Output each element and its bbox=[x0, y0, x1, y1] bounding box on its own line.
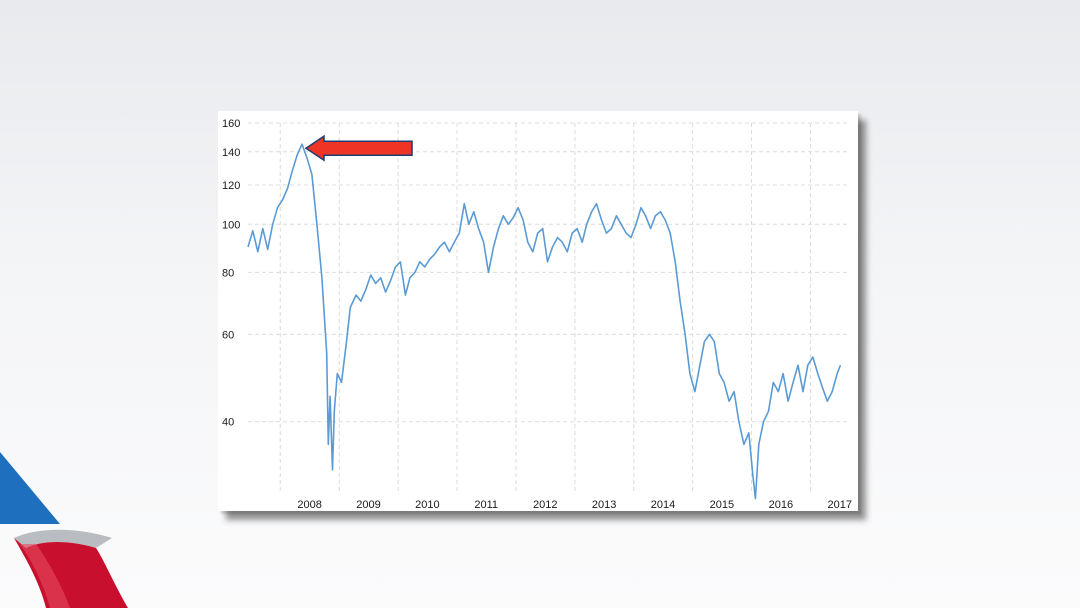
logo-silver-shape bbox=[14, 529, 112, 548]
y-tick-labels: 160 140 120 100 80 60 40 bbox=[222, 118, 240, 429]
y-tick-label: 100 bbox=[222, 219, 240, 231]
chart-card: 160 140 120 100 80 60 40 2008 2009 2010 2011 2012 2… bbox=[218, 111, 858, 511]
red-arrow-left-icon bbox=[304, 134, 413, 162]
y-tick-label: 160 bbox=[222, 118, 240, 130]
x-tick-label: 2015 bbox=[710, 499, 734, 511]
x-tick-label: 2010 bbox=[415, 499, 439, 511]
y-tick-label: 60 bbox=[222, 329, 234, 341]
logo-red-highlight bbox=[20, 544, 70, 608]
y-tick-label: 140 bbox=[222, 147, 240, 159]
x-tick-label: 2008 bbox=[297, 499, 321, 511]
x-tick-label: 2009 bbox=[356, 499, 380, 511]
x-tick-label: 2011 bbox=[474, 499, 498, 511]
y-tick-label: 120 bbox=[222, 180, 240, 192]
logo-blue-shape bbox=[0, 452, 60, 524]
x-tick-label: 2012 bbox=[533, 499, 557, 511]
american-airlines-flight-symbol-icon bbox=[0, 452, 128, 608]
y-tick-label: 40 bbox=[222, 417, 234, 429]
x-tick-label: 2016 bbox=[769, 499, 793, 511]
x-tick-label: 2017 bbox=[827, 499, 851, 511]
x-gridlines bbox=[279, 123, 812, 491]
series-line bbox=[247, 143, 842, 500]
x-tick-labels: 2008 2009 2010 2011 2012 2013 2014 2015 2016 2017 bbox=[297, 499, 852, 511]
x-tick-label: 2013 bbox=[592, 499, 616, 511]
x-tick-label: 2014 bbox=[651, 499, 675, 511]
y-tick-label: 80 bbox=[222, 267, 234, 279]
